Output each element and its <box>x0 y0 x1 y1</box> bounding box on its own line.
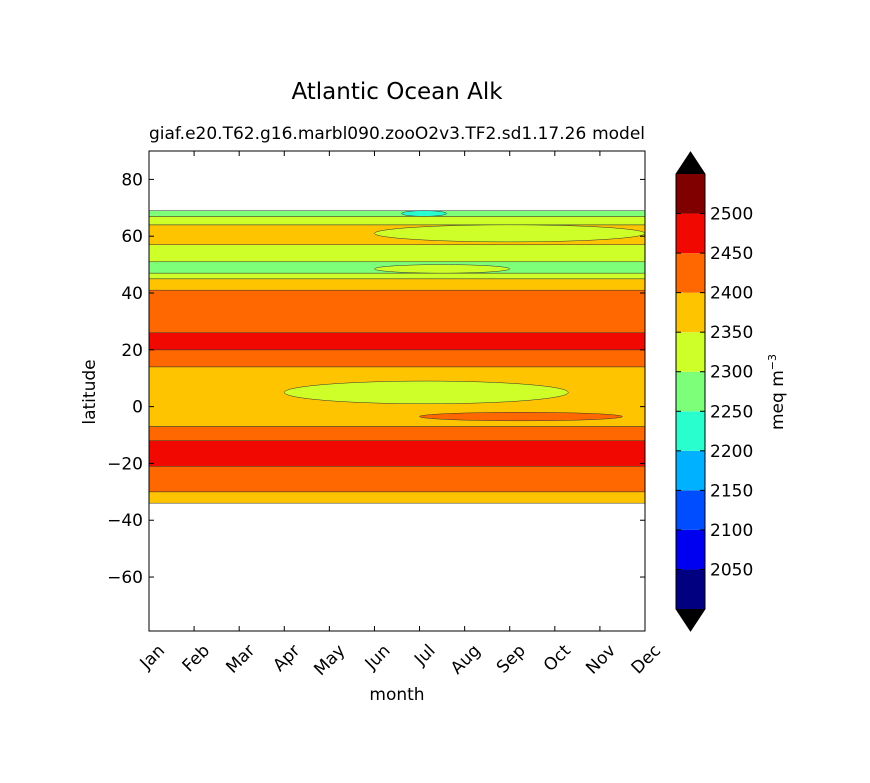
chart-subtitle-left: giaf.e20.T62.g16.marbl090.zooO2v3.TF2.sd… <box>149 124 586 144</box>
colorbar-segment <box>676 174 705 214</box>
colorbar-outline <box>675 151 706 632</box>
y-tick-label: −40 <box>107 511 143 531</box>
contour-band <box>148 216 646 226</box>
colorbar-segment <box>676 332 705 372</box>
colorbar-tick-label: 2300 <box>710 363 753 383</box>
y-tick-label: 60 <box>121 227 143 247</box>
contour-patch <box>374 224 646 243</box>
x-tick-label: Sep <box>493 641 530 678</box>
contour-band <box>148 272 646 280</box>
x-tick-label: Oct <box>540 641 575 676</box>
y-tick-label: 80 <box>121 170 143 190</box>
colorbar-segment <box>676 253 705 293</box>
x-tick-label: Dec <box>628 641 665 678</box>
colorbar-extend-high <box>676 152 705 174</box>
chart-title: Atlantic Ocean Alk <box>291 79 503 105</box>
x-tick-label: Mar <box>222 641 259 678</box>
x-tick-label: Feb <box>179 641 214 676</box>
y-tick-label: −20 <box>107 454 143 474</box>
colorbar-label-text: meq m <box>768 370 788 430</box>
colorbar-tick-label: 2350 <box>710 323 753 343</box>
contour-patch <box>419 412 623 422</box>
plot-area <box>148 150 646 632</box>
colorbar-label-superscript: −3 <box>766 354 779 370</box>
y-tick-label: 40 <box>121 284 143 304</box>
contour-band <box>148 210 646 217</box>
colorbar-tick-label: 2100 <box>710 521 753 541</box>
y-tick-label: 20 <box>121 341 143 361</box>
colorbar-segment <box>676 450 705 491</box>
y-axis-label: latitude <box>80 359 100 424</box>
contour-band <box>148 491 646 504</box>
x-tick-label: Aug <box>447 641 485 679</box>
colorbar-tick-label: 2450 <box>710 244 753 264</box>
colorbar-tick-label: 2050 <box>710 560 753 580</box>
colorbar-segment <box>676 371 705 412</box>
colorbar-label: meq m−3 <box>766 354 788 430</box>
plot-frame <box>148 150 646 632</box>
colorbar-segment <box>676 213 705 254</box>
contour-patch <box>284 380 569 405</box>
contour-patch <box>401 210 447 217</box>
contour-band <box>148 278 646 291</box>
contour-band <box>148 466 646 493</box>
colorbar-segment <box>676 490 705 530</box>
x-tick-label: Jul <box>410 641 439 670</box>
colorbar-segment <box>676 411 705 451</box>
x-tick-label: Jun <box>361 641 395 675</box>
colorbar-tick-label: 2150 <box>710 481 753 501</box>
contour-band <box>148 349 646 368</box>
contour-band <box>148 244 646 263</box>
contour-band <box>148 440 646 467</box>
contour-band <box>148 426 646 441</box>
contour-band <box>148 332 646 351</box>
colorbar-extend-low <box>676 609 705 631</box>
y-tick-label: 0 <box>132 398 143 418</box>
contour-patch <box>374 264 510 274</box>
chart-subtitle-right: model <box>592 124 645 144</box>
colorbar-segment <box>676 292 705 333</box>
x-tick-label: Nov <box>582 641 620 679</box>
y-tick-label: −60 <box>107 568 143 588</box>
colorbar-tick-label: 2400 <box>710 284 753 304</box>
y-axis: 80 60 40 20 0 −20 −40 −60 <box>107 170 645 588</box>
x-tick-label: Jan <box>136 641 169 674</box>
x-tick-label: Apr <box>269 641 304 676</box>
colorbar-tick-label: 2250 <box>710 402 753 422</box>
x-axis-label: month <box>369 685 424 705</box>
colorbar-tick-label: 2200 <box>710 442 753 462</box>
colorbar-tick-label: 2500 <box>710 205 753 225</box>
x-tick-label: May <box>310 641 349 680</box>
colorbar-segment <box>676 529 705 570</box>
contour-band <box>148 289 646 334</box>
colorbar: 2050 2100 2150 2200 2250 2300 2350 2400 2450 2500 <box>675 151 753 632</box>
colorbar-segment <box>676 569 705 609</box>
